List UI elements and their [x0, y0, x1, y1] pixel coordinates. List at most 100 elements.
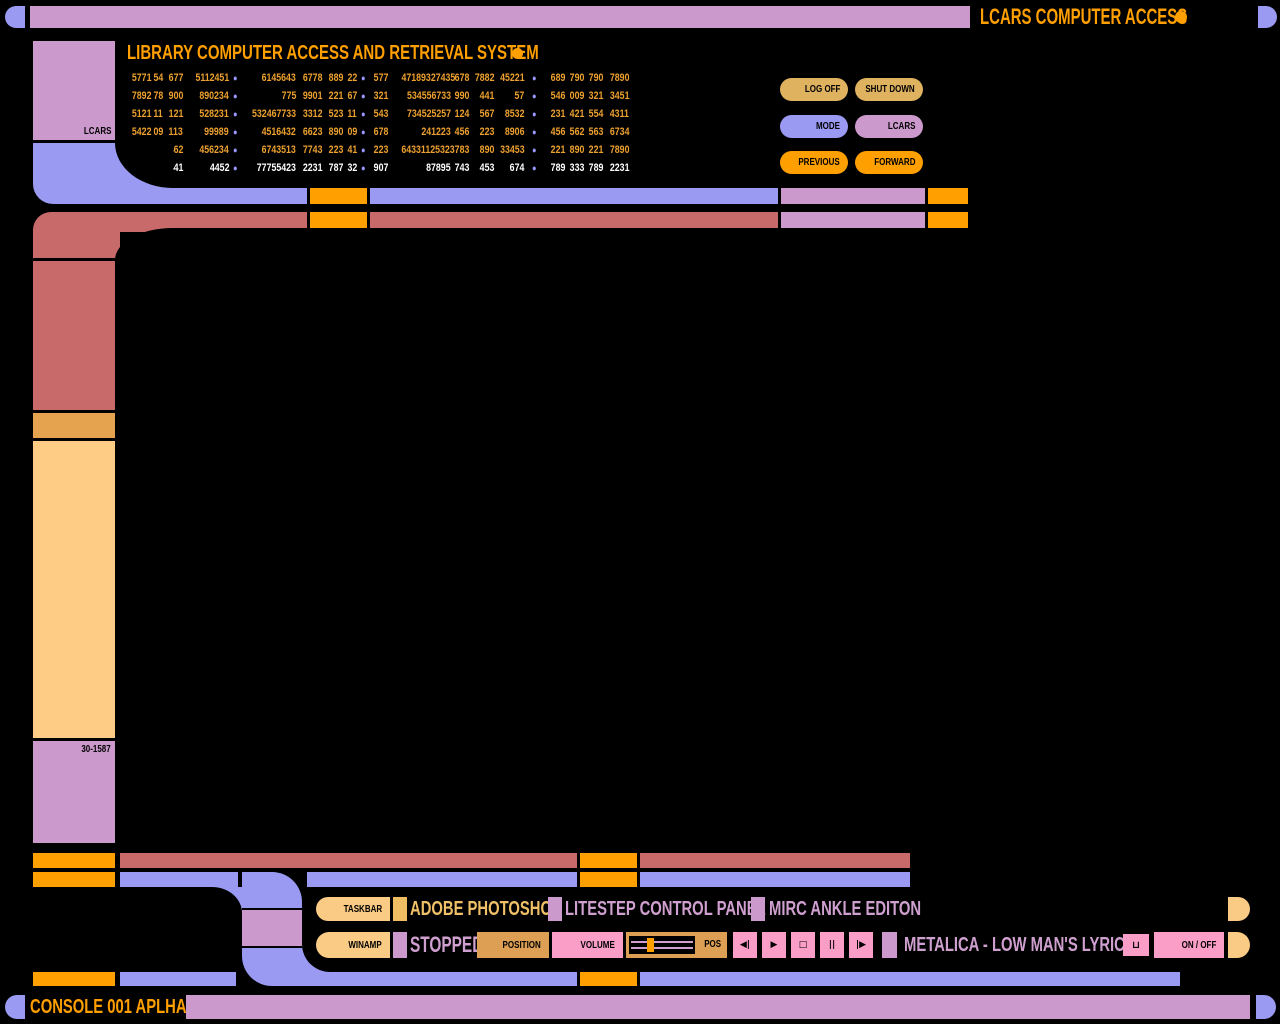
previous-label: PREVIOUS: [798, 157, 840, 168]
red-frame-bar-2: [370, 212, 778, 228]
forward-label: FORWARD: [873, 157, 915, 168]
on-off-button[interactable]: ON / OFF: [1154, 932, 1224, 958]
pause-button[interactable]: ||: [820, 932, 844, 958]
next-track-button-icon: |▶: [855, 940, 867, 950]
lcars-data-cell: 33453: [500, 144, 525, 156]
play-button[interactable]: ▶: [762, 932, 786, 958]
volume-slider[interactable]: POS: [626, 932, 727, 958]
lcars-data-cell: 790: [588, 72, 603, 84]
sidebar-block-red[interactable]: [33, 261, 115, 410]
lcars-data-cell: 2231: [302, 162, 322, 174]
lcars-data-cell: 6778: [302, 72, 322, 84]
red-frame-bar-orange-end: [928, 212, 968, 228]
lcars-data-cell: 453: [479, 162, 494, 174]
task-item-litestep[interactable]: LITESTEP CONTROL PANEL: [565, 897, 836, 921]
lcars-data-cell: 562: [569, 126, 584, 138]
red-frame-bar-lilac-segment: [781, 212, 925, 228]
desktop-workspace: [120, 232, 1280, 850]
lcars-data-cell: 5422: [131, 126, 152, 138]
top-frame-bar-blue: [115, 188, 307, 204]
volume-button[interactable]: VOLUME: [552, 932, 623, 958]
lcars-button[interactable]: LCARS: [855, 115, 923, 138]
lcars-data-cell: 99989: [204, 126, 229, 138]
lcars-data-cell: 11: [347, 108, 357, 120]
top-bar-left-cap: [5, 6, 25, 28]
sidebar-block-sand[interactable]: [33, 413, 115, 438]
lcars-data-cell: 5771: [131, 72, 152, 84]
lcars-data-cell: 907: [373, 162, 388, 174]
windowshade-button[interactable]: ⊔: [1123, 934, 1149, 956]
stop-button[interactable]: □: [791, 932, 815, 958]
winamp-handle-label: WINAMP: [348, 939, 382, 951]
previous-button[interactable]: PREVIOUS: [780, 151, 848, 174]
track-title-text: METALICA - LOW MAN'S LYRIC: [904, 934, 1125, 956]
footer-title: CONSOLE 001 APLHA: [30, 995, 242, 1019]
lcars-data-cell: 333: [569, 162, 584, 174]
slider-track-line: [631, 941, 693, 943]
page-title: LCARS COMPUTER ACCESS: [980, 5, 1280, 29]
previous-track-button[interactable]: ◀|: [733, 932, 757, 958]
bottom-bar-a-orange: [33, 853, 115, 868]
lcars-data-cell: 523: [328, 108, 343, 120]
sidebar-code-label: 30-1587: [81, 744, 111, 755]
lcars-data-row: 5121 11 121 528231 ● 532467733 3312 523 11 ● 543 73…: [127, 105, 647, 123]
bottom-bar-c-orange: [33, 972, 115, 986]
footer-title-text: CONSOLE 001 APLHA: [30, 996, 187, 1018]
winamp-status-marker: [393, 932, 407, 958]
lcars-data-cell: 124: [454, 108, 470, 120]
separator-dot: ●: [531, 127, 537, 137]
separator-dot: ●: [531, 73, 537, 83]
winamp-handle[interactable]: WINAMP: [316, 932, 390, 958]
top-bar-right-cap: [1258, 6, 1277, 28]
sidebar-block-blue-elbow[interactable]: [33, 143, 115, 204]
lcars-data-cell: 6145643: [261, 72, 296, 84]
mode-button[interactable]: MODE: [780, 115, 848, 138]
next-track-button[interactable]: |▶: [849, 932, 873, 958]
sidebar-block-peach[interactable]: [33, 441, 115, 738]
separator-dot: ●: [531, 91, 537, 101]
forward-button[interactable]: FORWARD: [855, 151, 923, 174]
slider-handle[interactable]: [647, 938, 654, 952]
sidebar-block-lilac-bottom[interactable]: 30-1587: [33, 741, 115, 843]
task-item-adobe-photoshop[interactable]: ADOBE PHOTOSHOP: [410, 897, 615, 921]
top-frame-bar-orange-end: [928, 188, 968, 204]
separator-dot: ●: [361, 163, 366, 173]
lcars-data-row: 5422 09 113 99989 ● 4516432 6623 890 09 ● 678 24122…: [127, 123, 647, 141]
lcars-data-cell: 554: [588, 108, 603, 120]
sidebar-block-red-elbow[interactable]: [33, 212, 115, 258]
lcars-data-cell: 889: [328, 72, 343, 84]
lcars-data-cell: 221: [550, 144, 565, 156]
lcars-data-cell: 223: [373, 144, 388, 156]
lcars-data-cell: 689: [550, 72, 565, 84]
lcars-button-label: LCARS: [887, 121, 915, 132]
lcars-data-cell: 3451: [609, 90, 629, 102]
windowshade-icon: ⊔: [1132, 939, 1140, 951]
sidebar-block-lilac[interactable]: LCARS: [33, 41, 115, 140]
lcars-data-row: 3441224414452●77755423223178732●90787895…: [127, 159, 647, 177]
lcars-data-cell: 221: [588, 144, 603, 156]
lcars-data-cell: 528231: [199, 108, 229, 120]
track-title: METALICA - LOW MAN'S LYRIC: [904, 932, 1202, 958]
panel-title: LIBRARY COMPUTER ACCESS AND RETRIEVAL SY…: [127, 42, 676, 64]
lcars-data-cell: 3312: [302, 108, 322, 120]
slider-track-well[interactable]: [629, 936, 695, 954]
footer-left-cap: [5, 995, 25, 1019]
taskbar-handle[interactable]: TASKBAR: [316, 897, 390, 921]
bottom-bar-a-orange-mid: [580, 853, 637, 868]
lcars-data-cell: 4311: [609, 108, 629, 120]
lcars-data-cell: 4516432: [261, 126, 296, 138]
lcars-data-cell: 09: [153, 126, 163, 138]
task-item-mirc[interactable]: MIRC ANKLE EDITON: [769, 897, 975, 921]
stop-button-icon: □: [798, 940, 808, 950]
lcars-data-cell: 8906: [504, 126, 524, 138]
separator-dot: ●: [531, 145, 537, 155]
position-button[interactable]: POSITION: [477, 932, 549, 958]
lcars-data-cell: 456: [550, 126, 565, 138]
lcars-data-cell: 787: [328, 162, 343, 174]
lcars-data-cell: 890234: [199, 90, 229, 102]
lcars-data-cell: 9901: [302, 90, 322, 102]
on-off-label: ON / OFF: [1181, 939, 1216, 951]
shut-down-button[interactable]: SHUT DOWN: [855, 78, 923, 101]
log-off-button[interactable]: LOG OFF: [780, 78, 848, 101]
